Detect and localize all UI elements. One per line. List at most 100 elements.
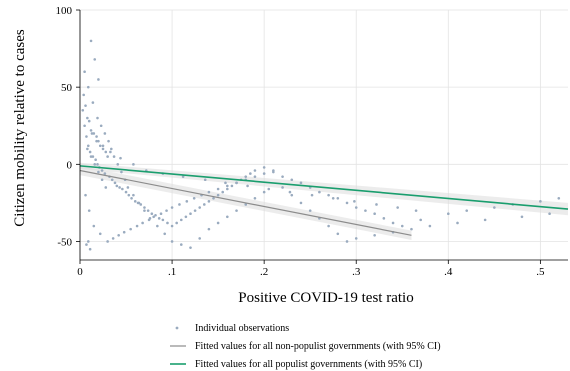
data-point xyxy=(189,246,192,249)
data-point xyxy=(364,209,367,212)
data-point xyxy=(410,227,413,231)
data-point xyxy=(124,190,128,194)
data-point xyxy=(207,190,211,194)
data-point xyxy=(226,184,229,188)
data-point xyxy=(161,218,165,222)
data-point xyxy=(133,200,137,203)
x-tick-label: .4 xyxy=(444,266,453,278)
data-point xyxy=(88,247,92,251)
data-point xyxy=(178,203,181,206)
data-point xyxy=(111,237,115,240)
data-point xyxy=(89,155,93,158)
data-point xyxy=(221,190,225,194)
x-tick-label: .3 xyxy=(352,266,361,278)
data-point xyxy=(165,209,168,212)
data-point xyxy=(94,158,97,161)
data-point xyxy=(299,201,303,205)
data-point xyxy=(101,147,105,151)
data-point xyxy=(139,203,143,206)
data-point xyxy=(216,187,220,191)
data-point xyxy=(86,240,90,243)
data-point xyxy=(137,201,141,205)
legend-label-observations: Individual observations xyxy=(195,323,289,334)
data-point xyxy=(99,124,103,128)
data-point xyxy=(354,237,358,240)
data-point xyxy=(107,139,110,143)
data-point xyxy=(93,163,97,166)
data-point xyxy=(120,170,123,174)
data-point xyxy=(83,70,86,74)
data-point xyxy=(272,169,275,172)
data-point xyxy=(203,178,207,182)
data-point xyxy=(246,184,249,188)
data-point xyxy=(81,109,85,112)
data-point xyxy=(130,196,133,200)
data-point xyxy=(116,163,120,166)
data-point xyxy=(539,200,542,203)
data-point xyxy=(89,39,93,43)
y-tick-label: 0 xyxy=(67,159,73,171)
x-tick-label: 0 xyxy=(77,266,83,278)
data-point xyxy=(203,203,206,206)
data-point xyxy=(90,132,94,135)
legend-label-populist: Fitted values for all populist governmen… xyxy=(195,359,422,370)
data-point xyxy=(141,221,144,225)
data-point xyxy=(226,215,229,219)
data-point xyxy=(226,187,229,191)
data-point xyxy=(84,193,87,197)
data-point xyxy=(119,156,122,160)
data-point xyxy=(85,135,88,138)
data-point xyxy=(92,132,96,135)
data-point xyxy=(224,181,227,185)
fit-line-2 xyxy=(79,165,569,210)
data-point xyxy=(85,243,88,246)
data-point xyxy=(98,232,102,236)
data-point xyxy=(382,217,386,220)
data-point xyxy=(414,209,418,212)
data-point xyxy=(122,230,126,234)
data-point xyxy=(166,221,169,225)
data-point xyxy=(184,215,188,219)
data-point xyxy=(96,163,99,166)
data-point xyxy=(290,178,294,182)
grid-lines xyxy=(79,9,568,260)
axes xyxy=(79,10,568,261)
data-point xyxy=(198,237,201,240)
x-tick-label: .1 xyxy=(168,266,176,278)
data-point xyxy=(87,119,91,123)
data-point xyxy=(230,184,234,188)
data-point xyxy=(170,240,174,243)
data-point xyxy=(159,212,163,216)
data-point xyxy=(336,232,340,236)
data-point xyxy=(86,147,89,151)
data-point xyxy=(132,163,135,166)
data-point xyxy=(465,209,469,212)
y-tick-label: -50 xyxy=(57,236,72,248)
data-point xyxy=(91,101,95,104)
data-point xyxy=(170,206,174,209)
data-point xyxy=(310,193,314,197)
data-point xyxy=(345,201,349,205)
data-point xyxy=(557,196,561,200)
data-point xyxy=(308,209,312,212)
data-point xyxy=(115,184,119,188)
data-point xyxy=(88,150,92,154)
data-point xyxy=(216,193,220,197)
data-point xyxy=(86,144,90,148)
data-point xyxy=(97,139,100,143)
data-point xyxy=(493,206,496,209)
data-point xyxy=(126,186,130,189)
data-point xyxy=(95,135,98,138)
fit-line-1 xyxy=(79,169,412,236)
y-tick-label: 100 xyxy=(56,5,73,17)
data-point xyxy=(135,224,139,228)
data-point xyxy=(170,224,174,228)
data-point xyxy=(262,166,266,169)
data-point xyxy=(354,206,358,209)
data-point xyxy=(163,232,167,236)
data-point xyxy=(103,132,107,135)
data-point xyxy=(82,93,85,97)
data-point xyxy=(207,227,211,231)
data-point xyxy=(262,190,266,194)
data-point xyxy=(456,221,459,225)
